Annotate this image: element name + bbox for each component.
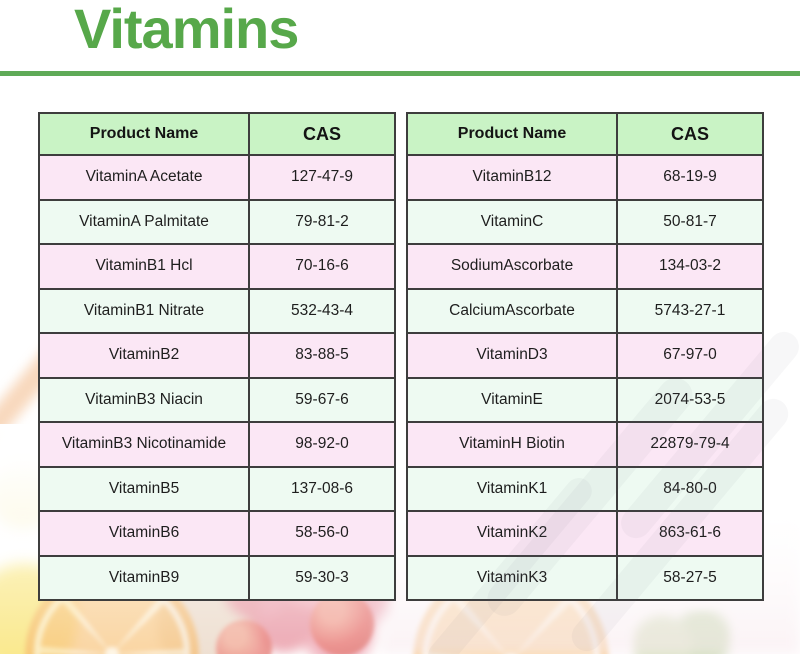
cas-cell: 67-97-0: [616, 332, 764, 379]
table-row: VitaminB2 83-88-5: [37, 332, 396, 379]
table-row: VitaminA Acetate 127-47-9: [37, 154, 396, 201]
cas-cell: 50-81-7: [616, 198, 764, 245]
table-row: VitaminB3 Niacin 59-67-6: [37, 376, 396, 423]
cas-cell: 83-88-5: [248, 332, 396, 379]
product-name-cell: VitaminB3 Nicotinamide: [37, 421, 251, 468]
cas-cell: 59-67-6: [248, 376, 396, 423]
product-name-cell: VitaminB3 Niacin: [37, 376, 251, 423]
table-row: VitaminB6 58-56-0: [37, 510, 396, 557]
table-row: VitaminK2 863-61-6: [405, 510, 764, 557]
product-name-cell: VitaminB1 Hcl: [37, 243, 251, 290]
product-name-cell: VitaminB12: [405, 154, 619, 201]
cas-cell: 59-30-3: [248, 554, 396, 601]
table-row: VitaminD3 67-97-0: [405, 332, 764, 379]
cas-cell: 70-16-6: [248, 243, 396, 290]
table-row: VitaminH Biotin 22879-79-4: [405, 421, 764, 468]
page-title: Vitamins: [74, 0, 299, 60]
product-name-cell: VitaminB9: [37, 554, 251, 601]
table-row: CalciumAscorbate 5743-27-1: [405, 287, 764, 334]
table-row: VitaminB1 Hcl 70-16-6: [37, 243, 396, 290]
table-row: VitaminB3 Nicotinamide 98-92-0: [37, 421, 396, 468]
product-name-cell: VitaminC: [405, 198, 619, 245]
title-underline: [0, 71, 800, 76]
table-row: VitaminB5 137-08-6: [37, 465, 396, 512]
column-header-product-name: Product Name: [405, 112, 619, 156]
cas-cell: 863-61-6: [616, 510, 764, 557]
product-name-cell: VitaminB2: [37, 332, 251, 379]
column-header-product-name: Product Name: [37, 112, 251, 156]
table-row: VitaminK1 84-80-0: [405, 465, 764, 512]
column-header-cas: CAS: [248, 112, 396, 156]
vitamins-table-right: Product Name CAS VitaminB12 68-19-9 Vita…: [405, 112, 764, 601]
cas-cell: 84-80-0: [616, 465, 764, 512]
product-name-cell: VitaminK2: [405, 510, 619, 557]
cas-cell: 2074-53-5: [616, 376, 764, 423]
table-row: VitaminB9 59-30-3: [37, 554, 396, 601]
product-name-cell: VitaminD3: [405, 332, 619, 379]
product-name-cell: VitaminA Acetate: [37, 154, 251, 201]
cas-cell: 79-81-2: [248, 198, 396, 245]
product-name-cell: VitaminK1: [405, 465, 619, 512]
table-row: VitaminK3 58-27-5: [405, 554, 764, 601]
column-header-cas: CAS: [616, 112, 764, 156]
product-name-cell: VitaminB1 Nitrate: [37, 287, 251, 334]
table-row: VitaminA Palmitate 79-81-2: [37, 198, 396, 245]
product-name-cell: VitaminB6: [37, 510, 251, 557]
table-row: VitaminC 50-81-7: [405, 198, 764, 245]
vitamins-table-left: Product Name CAS VitaminA Acetate 127-47…: [37, 112, 396, 601]
product-name-cell: VitaminK3: [405, 554, 619, 601]
cas-cell: 58-27-5: [616, 554, 764, 601]
cas-cell: 532-43-4: [248, 287, 396, 334]
cas-cell: 5743-27-1: [616, 287, 764, 334]
cas-cell: 58-56-0: [248, 510, 396, 557]
product-name-cell: VitaminH Biotin: [405, 421, 619, 468]
product-name-cell: VitaminB5: [37, 465, 251, 512]
table-row: VitaminE 2074-53-5: [405, 376, 764, 423]
cas-cell: 98-92-0: [248, 421, 396, 468]
product-name-cell: CalciumAscorbate: [405, 287, 619, 334]
product-name-cell: SodiumAscorbate: [405, 243, 619, 290]
table-header-row: Product Name CAS: [37, 112, 396, 156]
cas-cell: 137-08-6: [248, 465, 396, 512]
table-row: VitaminB1 Nitrate 532-43-4: [37, 287, 396, 334]
table-row: VitaminB12 68-19-9: [405, 154, 764, 201]
cas-cell: 68-19-9: [616, 154, 764, 201]
table-header-row: Product Name CAS: [405, 112, 764, 156]
product-name-cell: VitaminA Palmitate: [37, 198, 251, 245]
cas-cell: 127-47-9: [248, 154, 396, 201]
table-row: SodiumAscorbate 134-03-2: [405, 243, 764, 290]
product-name-cell: VitaminE: [405, 376, 619, 423]
cas-cell: 22879-79-4: [616, 421, 764, 468]
cas-cell: 134-03-2: [616, 243, 764, 290]
